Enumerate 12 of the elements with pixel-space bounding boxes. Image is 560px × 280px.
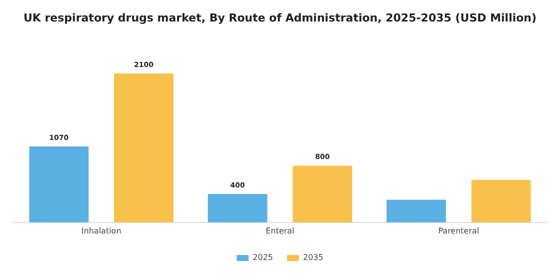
bar [29,146,89,222]
legend-label: 2025 [252,253,273,262]
chart-title: UK respiratory drugs market, By Route of Administration, 2025-2035 (USD Million) [23,11,537,24]
x-tick-label: Enteral [266,226,294,236]
x-tick-label: Inhalation [81,226,122,236]
bar [208,194,268,222]
bar [114,74,174,222]
bar [386,200,446,222]
x-tick-label: Parenteral [438,226,480,236]
legend-label: 2035 [303,253,324,262]
bar [471,180,531,222]
bar [292,166,352,222]
